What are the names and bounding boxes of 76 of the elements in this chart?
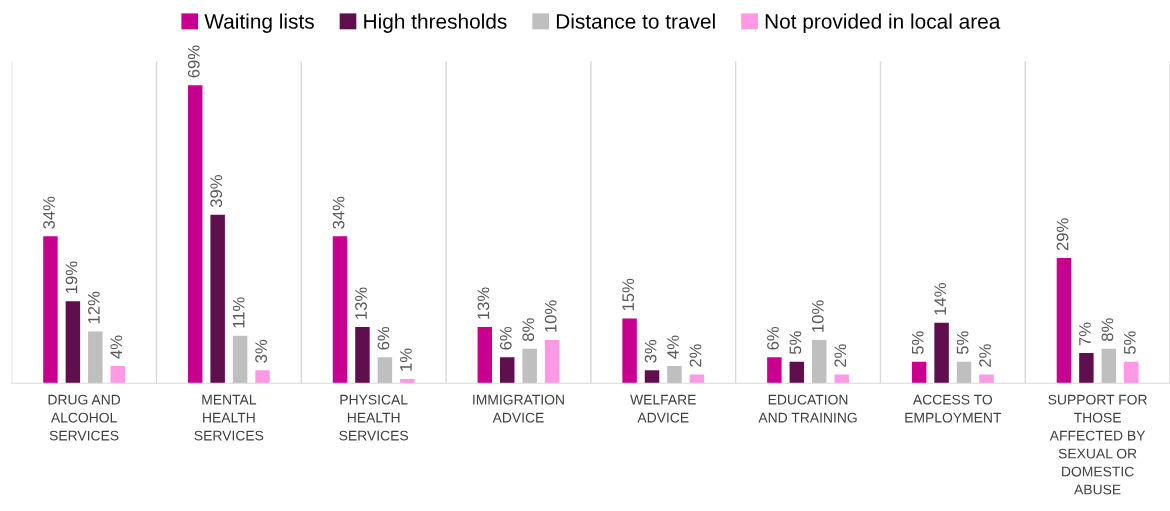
bar	[911, 361, 927, 384]
bar	[689, 374, 705, 384]
bar	[232, 335, 248, 384]
bar	[377, 357, 393, 384]
data-label: 2%	[689, 344, 702, 367]
bar	[1079, 353, 1094, 384]
x-tick-label: MENTAL HEALTH SERVICES	[194, 394, 264, 441]
data-label: 4%	[667, 335, 679, 359]
data-label: 13%	[355, 287, 367, 319]
data-label: 29%	[1056, 218, 1069, 251]
data-label: 8%	[522, 318, 535, 342]
bar	[667, 365, 682, 384]
data-label: 5%	[789, 331, 802, 355]
bar	[400, 378, 415, 384]
bar	[187, 85, 203, 384]
bar	[110, 365, 125, 384]
data-label: 69%	[187, 45, 200, 78]
data-label: 2%	[979, 344, 991, 367]
data-label: 19%	[65, 261, 78, 293]
legend-label: Not provided in local area	[765, 13, 1001, 33]
bar	[934, 322, 949, 384]
legend-label: Waiting lists	[204, 13, 314, 33]
legend-label: High thresholds	[364, 13, 507, 33]
data-label: 12%	[87, 291, 100, 324]
bar	[522, 348, 537, 384]
data-label: 15%	[622, 278, 635, 311]
bar	[88, 331, 103, 384]
bar	[1124, 361, 1139, 384]
bar	[834, 374, 849, 384]
x-tick-label: IMMIGRATION ADVICE	[473, 394, 564, 423]
bar	[355, 327, 370, 384]
bar	[789, 361, 805, 384]
bar	[644, 370, 660, 384]
x-tick-label: DRUG AND ALCOHOL SERVICES	[48, 394, 121, 441]
x-tick-label: PHYSICAL HEALTH SERVICES	[339, 394, 409, 441]
data-label: 6%	[377, 326, 390, 350]
data-label: 5%	[956, 331, 969, 355]
data-label: 5%	[1124, 331, 1136, 355]
data-label: 2%	[834, 344, 847, 367]
data-label: 3%	[255, 339, 268, 363]
bar	[477, 327, 493, 384]
bar	[210, 214, 225, 384]
bar	[500, 357, 515, 384]
bar	[979, 374, 994, 384]
data-label: 5%	[911, 331, 924, 355]
x-tick-label: ACCESS TO EMPLOYMENT	[905, 394, 1002, 423]
x-tick-label: SUPPORT FOR THOSE AFFECTED BY SEXUAL OR DOMESTIC ABUSE	[1048, 394, 1147, 495]
bar	[544, 340, 560, 384]
bar	[812, 340, 827, 384]
bar	[65, 301, 81, 384]
data-label: 11%	[232, 297, 245, 328]
data-label: 4%	[110, 335, 123, 359]
data-label: 14%	[934, 283, 947, 315]
data-label: 3%	[644, 339, 657, 363]
bar	[1101, 348, 1117, 384]
bar	[332, 236, 348, 384]
x-tick-label: WELFARE ADVICE	[630, 394, 696, 423]
data-label: 34%	[332, 196, 345, 229]
bar	[622, 318, 637, 384]
data-label: 13%	[477, 287, 490, 319]
data-label: 10%	[811, 300, 824, 332]
data-label: 39%	[210, 175, 223, 208]
bar	[956, 361, 972, 384]
data-label: 1%	[400, 348, 412, 371]
data-label: 34%	[43, 196, 55, 229]
x-tick-label: EDUCATION AND TRAINING	[758, 394, 857, 423]
bar	[1056, 257, 1072, 384]
bar	[767, 357, 782, 384]
data-label: 6%	[499, 326, 512, 350]
bar	[43, 236, 58, 384]
legend-label: Distance to travel	[556, 13, 715, 29]
bar	[255, 370, 270, 384]
data-label: 6%	[767, 326, 779, 350]
data-label: 7%	[1079, 322, 1091, 346]
data-label: 10%	[544, 300, 557, 332]
data-label: 8%	[1101, 318, 1114, 342]
